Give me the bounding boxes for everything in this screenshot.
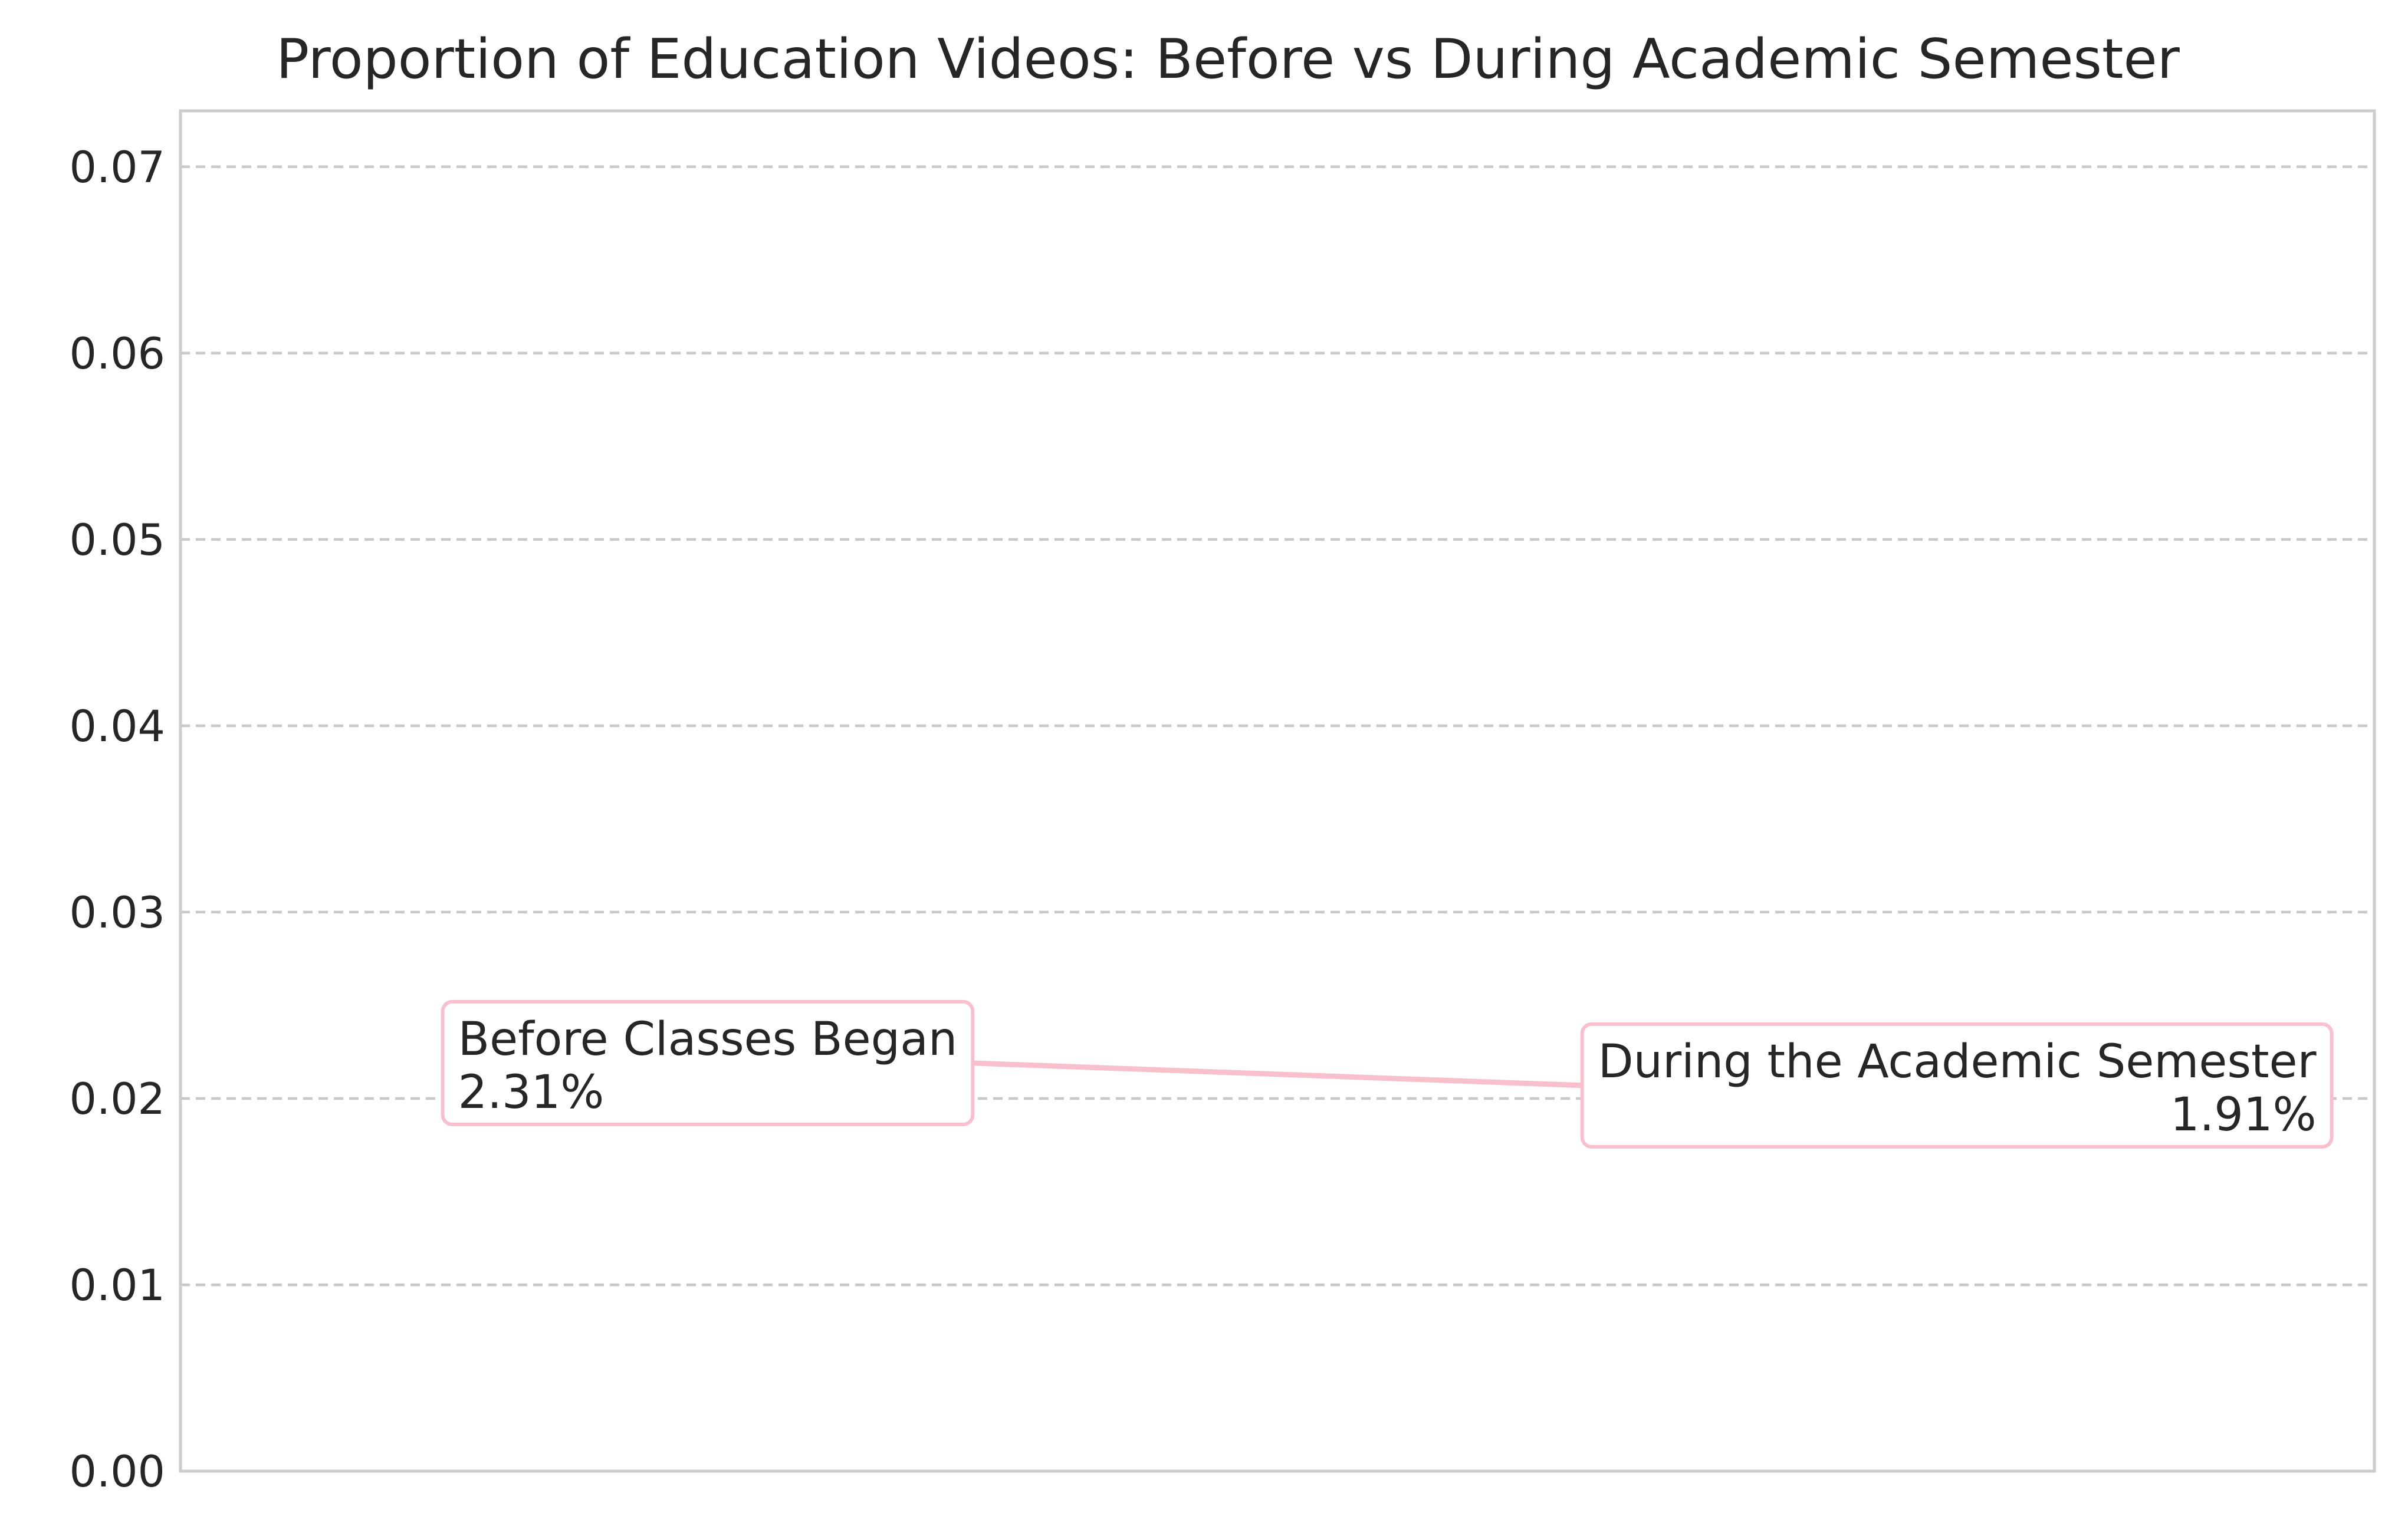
annotation-label: Before Classes Began — [458, 1013, 958, 1066]
y-tick-label: 0.01 — [69, 1261, 165, 1311]
series-line — [973, 1060, 1582, 1088]
annotation-box — [441, 999, 975, 1126]
series-layer — [973, 1060, 1582, 1088]
plot-frame — [179, 109, 2376, 1473]
y-tick-label: 0.02 — [69, 1074, 165, 1124]
annotation-value: 2.31% — [458, 1066, 605, 1119]
y-tick-label: 0.03 — [69, 888, 165, 938]
y-tick-label: 0.05 — [69, 515, 165, 565]
y-tick-label: 0.00 — [69, 1447, 165, 1497]
y-tick-label: 0.04 — [69, 702, 165, 752]
annotation-box — [1580, 1022, 2334, 1149]
y-tick-label: 0.07 — [69, 143, 165, 193]
annotation-label: During the Academic Semester — [1598, 1035, 2317, 1088]
annotation-value: 1.91% — [2170, 1088, 2317, 1142]
axes: 0.00 0.01 0.02 0.03 0.04 0.05 0.06 0.07 — [69, 109, 2376, 1497]
y-tick-label: 0.06 — [69, 329, 165, 379]
chart-title: Proportion of Education Videos: Before v… — [276, 27, 2180, 91]
